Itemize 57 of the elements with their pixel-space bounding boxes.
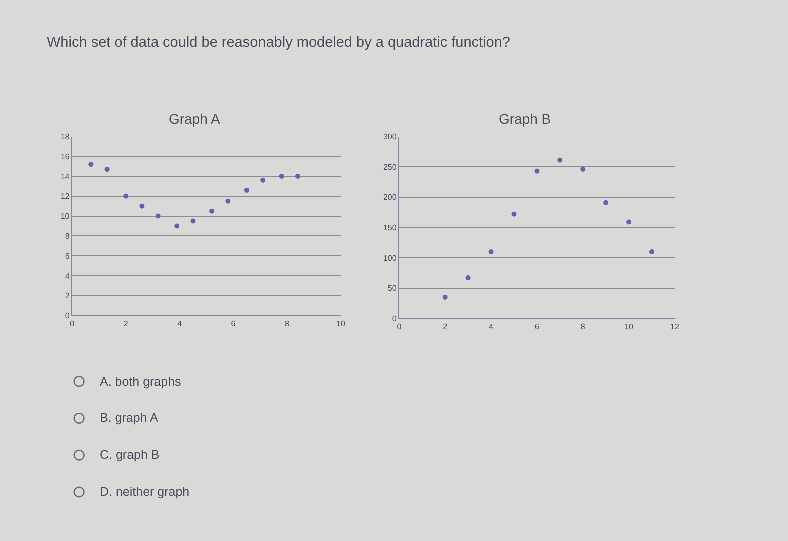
point	[244, 188, 250, 193]
y-tick-label: 14	[60, 172, 70, 182]
x-tick-label: 4	[178, 319, 183, 328]
point	[626, 220, 632, 225]
point	[210, 208, 215, 214]
point	[124, 194, 129, 199]
y-tick-label: 2	[65, 292, 70, 301]
x-tick-label: 6	[534, 322, 540, 332]
y-tick-label: 100	[383, 254, 398, 263]
point	[580, 167, 586, 172]
text: C. graph B	[100, 448, 160, 462]
y-tick-label: 150	[383, 224, 398, 233]
y-tick-label: 0	[65, 312, 70, 321]
x-tick-label: 6	[231, 319, 236, 328]
point	[260, 178, 266, 183]
x-tick-label: 10	[336, 319, 346, 328]
x-tick-label: 8	[580, 322, 586, 332]
text: A. both graphs	[100, 375, 182, 389]
y-tick-label: 18	[60, 132, 70, 142]
y-tick-label: 8	[65, 232, 70, 241]
text: Which set of data could be reasonably modeled by a quadratic function?	[47, 35, 510, 51]
x-tick-label: 4	[489, 322, 494, 332]
chart-title: Graph B	[499, 111, 552, 127]
y-tick-label: 12	[60, 192, 70, 202]
text: D. neither graph	[100, 485, 190, 499]
point	[442, 294, 448, 300]
y-tick-label: 200	[383, 193, 398, 202]
x-tick-label: 8	[285, 319, 290, 328]
point	[279, 174, 284, 180]
point	[88, 162, 94, 168]
point	[512, 212, 517, 217]
y-tick-label: 10	[60, 212, 70, 222]
y-tick-label: 300	[383, 132, 398, 142]
x-tick-label: 2	[443, 322, 448, 332]
point	[174, 224, 180, 229]
y-tick-label: 50	[388, 284, 398, 294]
x-tick-label: 10	[624, 322, 634, 332]
point	[466, 276, 471, 281]
point	[226, 198, 231, 204]
point	[104, 167, 110, 172]
text: B. graph A	[100, 411, 160, 425]
y-tick-label: 250	[383, 162, 398, 172]
point	[190, 218, 196, 224]
y-tick-label: 4	[65, 272, 70, 281]
y-tick-label: 6	[65, 252, 70, 261]
x-tick-label: 2	[124, 319, 129, 328]
point	[650, 249, 655, 254]
point	[534, 168, 540, 174]
y-tick-label: 16	[60, 152, 70, 162]
point	[558, 158, 563, 163]
point	[156, 214, 161, 219]
point	[488, 249, 494, 254]
point	[140, 204, 145, 209]
point	[295, 174, 300, 180]
x-tick-label: 12	[670, 322, 680, 332]
point	[604, 200, 609, 206]
chart-title: Graph A	[169, 111, 222, 127]
